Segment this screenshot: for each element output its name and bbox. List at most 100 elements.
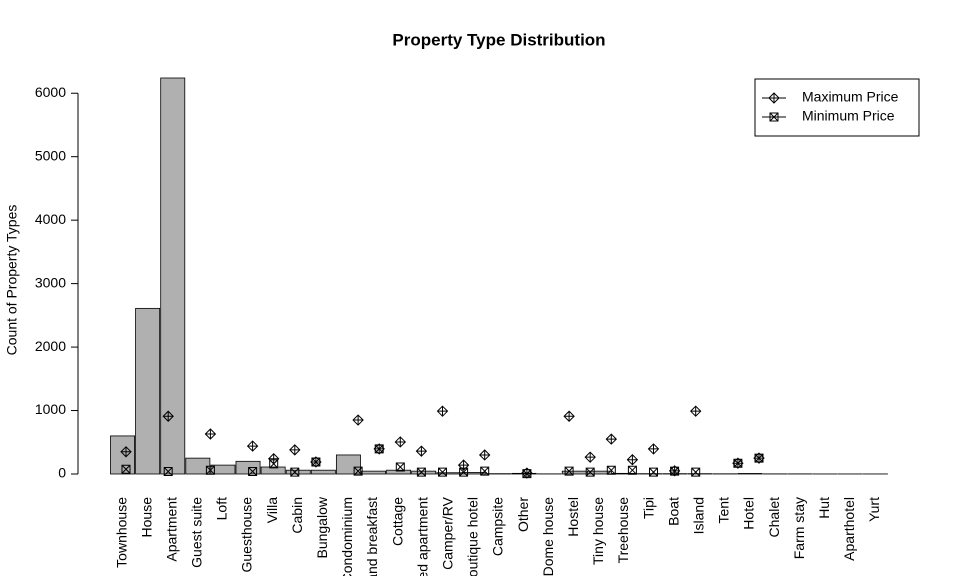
- legend-label: Maximum Price: [802, 89, 899, 105]
- point: [120, 446, 132, 458]
- point: [480, 466, 490, 476]
- point: [563, 410, 575, 422]
- bar: [737, 473, 763, 475]
- point: [248, 466, 258, 476]
- legend-marker: [768, 92, 780, 104]
- point: [121, 464, 131, 474]
- point: [606, 465, 616, 475]
- point: [627, 465, 637, 475]
- point: [162, 410, 174, 422]
- x-tick-label: Aparthotel: [841, 497, 857, 561]
- legend-marker: [769, 112, 779, 122]
- x-tick-label: Yurt: [866, 497, 882, 522]
- point: [415, 445, 428, 457]
- point-shape: [374, 444, 384, 454]
- point-shape: [626, 454, 639, 466]
- point-shape: [459, 467, 469, 477]
- x-tick-label: Chalet: [766, 497, 782, 538]
- x-tick-label: Loft: [214, 497, 230, 520]
- point-shape: [563, 410, 575, 422]
- point-shape: [478, 449, 491, 461]
- point-shape: [162, 410, 174, 422]
- point-shape: [290, 467, 300, 477]
- point: [522, 469, 532, 479]
- point-shape: [163, 466, 173, 476]
- y-axis-label: Count of Property Types: [4, 205, 20, 356]
- point: [436, 405, 449, 417]
- point: [689, 405, 702, 417]
- point-shape: [689, 405, 702, 417]
- point: [649, 467, 658, 477]
- point: [754, 453, 764, 463]
- bar: [436, 472, 462, 475]
- point-shape: [754, 453, 764, 463]
- x-tick-label: Cabin: [289, 497, 305, 534]
- point-shape: [733, 458, 743, 468]
- x-tick-label: Condominium: [339, 497, 355, 576]
- bar: [160, 77, 186, 475]
- point-shape: [769, 112, 779, 122]
- point-shape: [670, 466, 680, 476]
- point-shape: [353, 466, 363, 476]
- point-shape: [248, 466, 258, 476]
- point: [353, 466, 363, 476]
- point: [269, 459, 279, 469]
- y-tick-label: 3000: [35, 274, 66, 290]
- point: [289, 444, 301, 456]
- point: [290, 467, 300, 477]
- x-tick-label: Hotel: [741, 497, 757, 530]
- y-tick-label: 4000: [35, 211, 66, 227]
- bar: [561, 470, 587, 475]
- bar: [310, 469, 336, 475]
- point-shape: [121, 464, 131, 474]
- x-tick-label: Serviced apartment: [414, 497, 430, 576]
- point: [395, 462, 405, 472]
- point-shape: [269, 459, 279, 469]
- point-shape: [480, 466, 490, 476]
- point-shape: [584, 451, 596, 463]
- x-tick-label: Island: [690, 497, 706, 534]
- point: [352, 414, 364, 426]
- y-tick-label: 2000: [35, 338, 66, 354]
- x-tick-label: Other: [515, 497, 531, 532]
- bar: [411, 470, 437, 475]
- point-shape: [691, 467, 701, 477]
- point: [246, 440, 259, 452]
- bar: [110, 435, 135, 475]
- point: [733, 458, 743, 468]
- bar: [586, 470, 612, 475]
- point: [478, 449, 491, 461]
- point: [205, 465, 215, 475]
- point-shape: [394, 436, 407, 448]
- x-tick-label: Campsite: [490, 497, 506, 556]
- x-tick-label: Treehouse: [615, 497, 631, 564]
- x-tick-label: Boutique hotel: [465, 497, 481, 576]
- point-shape: [627, 465, 637, 475]
- x-tick-label: Guest suite: [189, 497, 205, 568]
- legend-box: [754, 78, 920, 137]
- x-tick-label: Apartment: [163, 497, 179, 562]
- x-tick-label: Guesthouse: [239, 497, 255, 573]
- point: [438, 467, 447, 477]
- point-shape: [768, 92, 780, 104]
- chart-title: Property Type Distribution: [392, 30, 605, 49]
- x-tick-label: Hut: [816, 497, 832, 519]
- point-shape: [649, 467, 658, 477]
- point: [670, 466, 680, 476]
- point-shape: [647, 443, 660, 455]
- x-tick-label: Tipi: [640, 497, 656, 519]
- bar: [386, 469, 412, 475]
- point: [585, 467, 595, 477]
- point: [691, 467, 701, 477]
- point-shape: [605, 433, 618, 445]
- point-shape: [395, 462, 405, 472]
- point-shape: [436, 405, 449, 417]
- point-shape: [606, 465, 616, 475]
- x-tick-label: Dome house: [540, 497, 556, 576]
- point: [163, 466, 173, 476]
- point-shape: [522, 469, 532, 479]
- x-tick-label: Boat: [665, 497, 681, 526]
- bar: [361, 470, 386, 475]
- x-tick-label: Bungalow: [314, 496, 330, 558]
- point-shape: [205, 465, 215, 475]
